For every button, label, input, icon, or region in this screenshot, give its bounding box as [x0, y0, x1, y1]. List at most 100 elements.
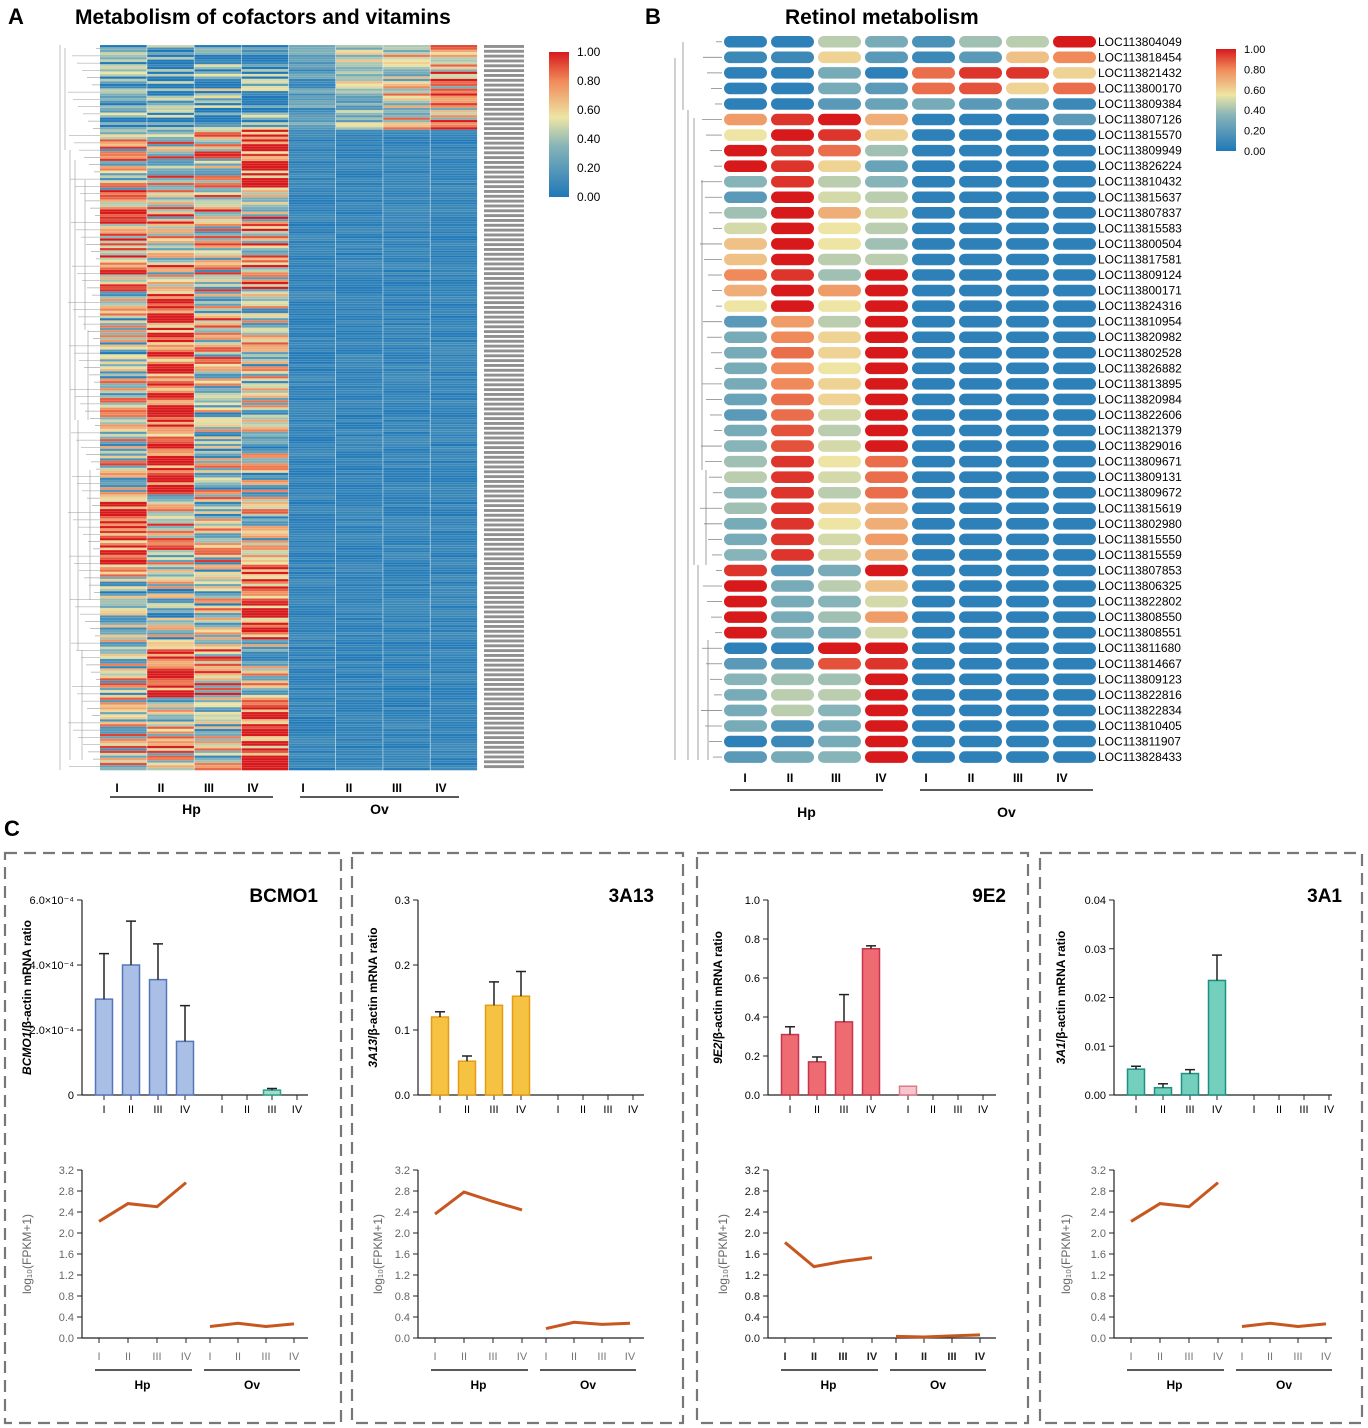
heatmap-a-cell [336, 252, 383, 256]
heatmap-a-cell [100, 134, 147, 138]
heatmap-a-cell [430, 494, 478, 498]
row-label-strip [484, 702, 524, 706]
heatmap-a-cell [241, 451, 289, 454]
heatmap-a-cell [288, 54, 336, 58]
heatmap-a-cell [241, 81, 289, 84]
heatmap-a-cell [336, 219, 383, 222]
heatmap-a-cell [383, 533, 430, 536]
group-label-ov: Ov [930, 1378, 946, 1392]
heatmap-a-cell [288, 644, 336, 648]
heatmap-a-cell [241, 156, 289, 159]
heatmap-b-cell [912, 113, 955, 126]
heatmap-b-cell [1006, 471, 1049, 483]
y-axis-label-rest: /β-actin mRNA ratio [1054, 931, 1068, 1043]
heatmap-a-cell [194, 117, 242, 121]
heatmap-a-cell [194, 554, 242, 558]
heatmap-a-cell [383, 64, 430, 68]
heatmap-a-cell [336, 644, 383, 648]
heatmap-a-cell [241, 419, 289, 423]
heatmap-a-cell [241, 144, 289, 147]
heatmap-a-cell [430, 475, 478, 478]
heatmap-a-cell [241, 741, 289, 744]
heatmap-a-cell [383, 463, 430, 466]
heatmap-a-cell [383, 535, 430, 539]
heatmap-a-cell [241, 281, 289, 285]
heatmap-a-cell [147, 141, 194, 145]
heatmap-a-cell [194, 257, 242, 261]
heatmap-a-cell [100, 622, 147, 626]
heatmap-a-cell [383, 366, 430, 370]
heatmap-a-cell [288, 98, 336, 101]
heatmap-a-cell [430, 250, 478, 254]
heatmap-a-cell [194, 124, 242, 128]
row-label-strip [484, 378, 524, 382]
heatmap-a-cell [336, 487, 383, 490]
heatmap-a-cell [241, 115, 289, 118]
heatmap-a-cell [336, 330, 383, 333]
heatmap-b-cell [865, 549, 908, 561]
heatmap-a-cell [430, 509, 478, 512]
row-label-strip [484, 132, 524, 135]
heatmap-a-cell [194, 557, 242, 561]
heatmap-a-cell [194, 743, 242, 747]
heatmap-a-cell [430, 255, 478, 258]
heatmap-a-cell [336, 192, 383, 196]
heatmap-b-cell [1006, 82, 1049, 95]
heatmap-a-cell [430, 105, 478, 109]
heatmap-a-cell [383, 252, 430, 256]
gene-label: LOC113809131 [1098, 470, 1182, 484]
heatmap-a-cell [288, 470, 336, 474]
heatmap-a-cell [288, 124, 336, 128]
heatmap-a-cell [288, 383, 336, 387]
heatmap-a-cell [147, 482, 194, 486]
heatmap-a-cell [194, 380, 242, 384]
heatmap-b-cell [1053, 424, 1096, 437]
heatmap-a-cell [288, 429, 336, 432]
heatmap-a-cell [288, 535, 336, 539]
heatmap-a-cell [100, 489, 147, 493]
heatmap-a-cell [100, 673, 147, 677]
colorbar-tick-label: 0.00 [577, 190, 601, 204]
heatmap-a-cell [241, 625, 289, 628]
heatmap-a-cell [100, 525, 147, 529]
heatmap-a-cell [430, 144, 478, 147]
heatmap-a-cell [100, 204, 147, 208]
row-label-strip [484, 277, 524, 280]
heatmap-b-cell [959, 378, 1002, 390]
heatmap-a-cell [288, 320, 336, 324]
heatmap-a-cell [336, 100, 383, 104]
heatmap-a-cell [241, 658, 289, 662]
heatmap-a-cell [241, 574, 289, 577]
heatmap-a-cell [100, 492, 147, 495]
heatmap-a-cell [194, 716, 242, 720]
y-tick-label: 1.2 [59, 1270, 74, 1282]
heatmap-a-cell [336, 182, 383, 186]
heatmap-a-cell [100, 361, 147, 365]
heatmap-a-cell [288, 748, 336, 751]
heatmap-a-cell [336, 141, 383, 145]
row-label-strip [484, 538, 524, 541]
heatmap-a-cell [147, 71, 194, 75]
heatmap-a-cell [147, 303, 194, 307]
heatmap-a-cell [336, 127, 383, 130]
heatmap-b-cell [1006, 704, 1049, 717]
heatmap-a-cell [430, 550, 478, 553]
heatmap-a-cell [336, 429, 383, 432]
heatmap-a-cell [194, 753, 242, 756]
heatmap-a-cell [430, 608, 478, 611]
heatmap-a-cell [336, 257, 383, 261]
heatmap-a-cell [430, 690, 478, 693]
heatmap-a-cell [241, 429, 289, 432]
x-tick-label: IV [1212, 1104, 1223, 1116]
x-tick-label: I [783, 1351, 786, 1363]
heatmap-a-cell [194, 538, 242, 541]
heatmap-a-cell [383, 325, 430, 329]
heatmap-a-cell [383, 61, 430, 65]
heatmap-a-cell [147, 540, 194, 544]
heatmap-a-cell [383, 93, 430, 97]
heatmap-b-cell [818, 98, 861, 110]
heatmap-a-cell [241, 161, 289, 164]
heatmap-a-cell [288, 281, 336, 285]
heatmap-a-cell [336, 88, 383, 92]
heatmap-a-cell [241, 206, 289, 210]
